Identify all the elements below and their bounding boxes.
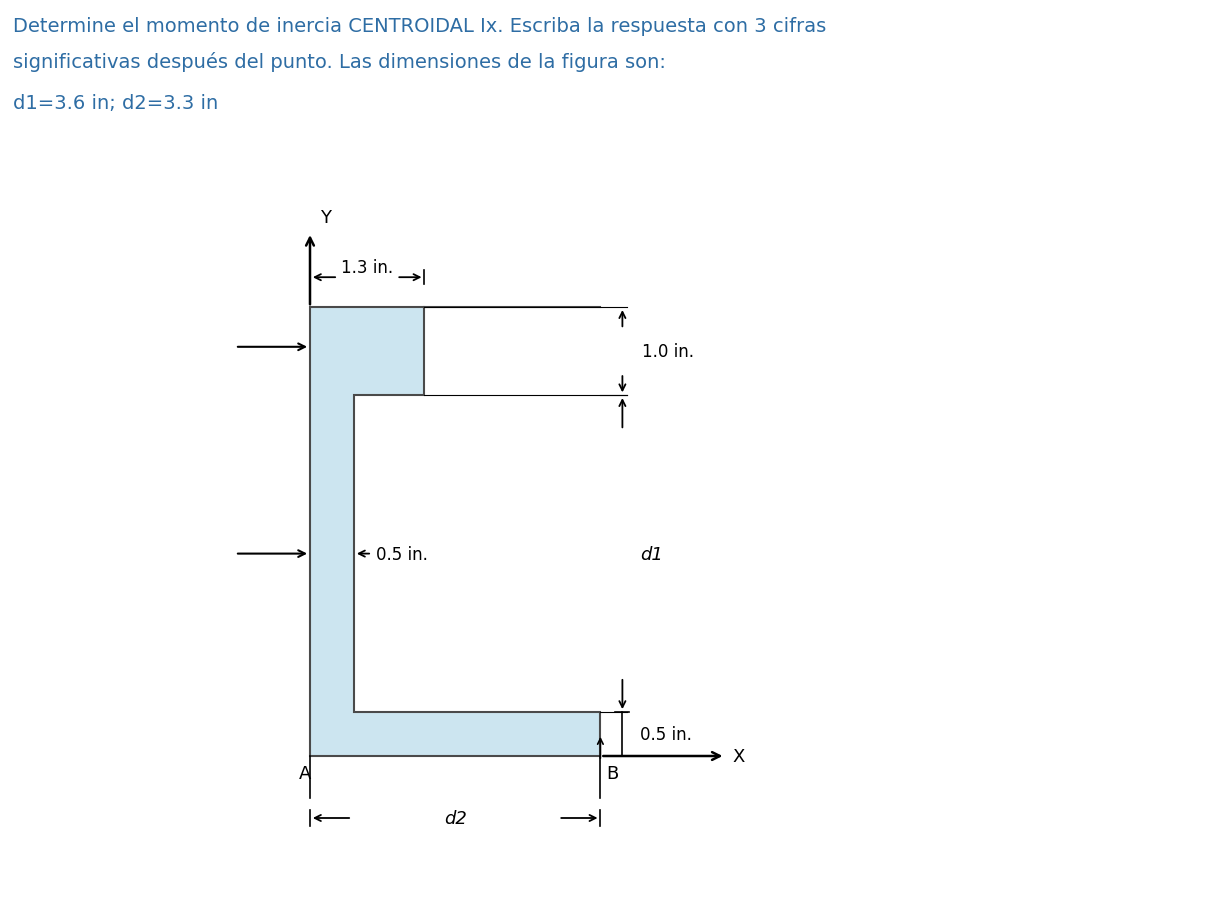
Text: A: A — [299, 764, 311, 783]
Text: d1: d1 — [640, 545, 663, 563]
Text: Y: Y — [320, 209, 330, 227]
Text: d1=3.6 in; d2=3.3 in: d1=3.6 in; d2=3.3 in — [13, 94, 218, 113]
Text: X: X — [732, 747, 745, 765]
Polygon shape — [310, 308, 601, 756]
Text: 0.5 in.: 0.5 in. — [640, 725, 692, 743]
Text: B: B — [607, 764, 619, 783]
Text: 0.5 in.: 0.5 in. — [376, 545, 428, 563]
Text: 1.0 in.: 1.0 in. — [643, 343, 695, 361]
Text: significativas después del punto. Las dimensiones de la figura son:: significativas después del punto. Las di… — [13, 52, 666, 72]
Text: d2: d2 — [444, 809, 467, 827]
Text: Determine el momento de inercia CENTROIDAL Ix. Escriba la respuesta con 3 cifras: Determine el momento de inercia CENTROID… — [13, 17, 826, 36]
Text: 1.3 in.: 1.3 in. — [341, 259, 393, 277]
